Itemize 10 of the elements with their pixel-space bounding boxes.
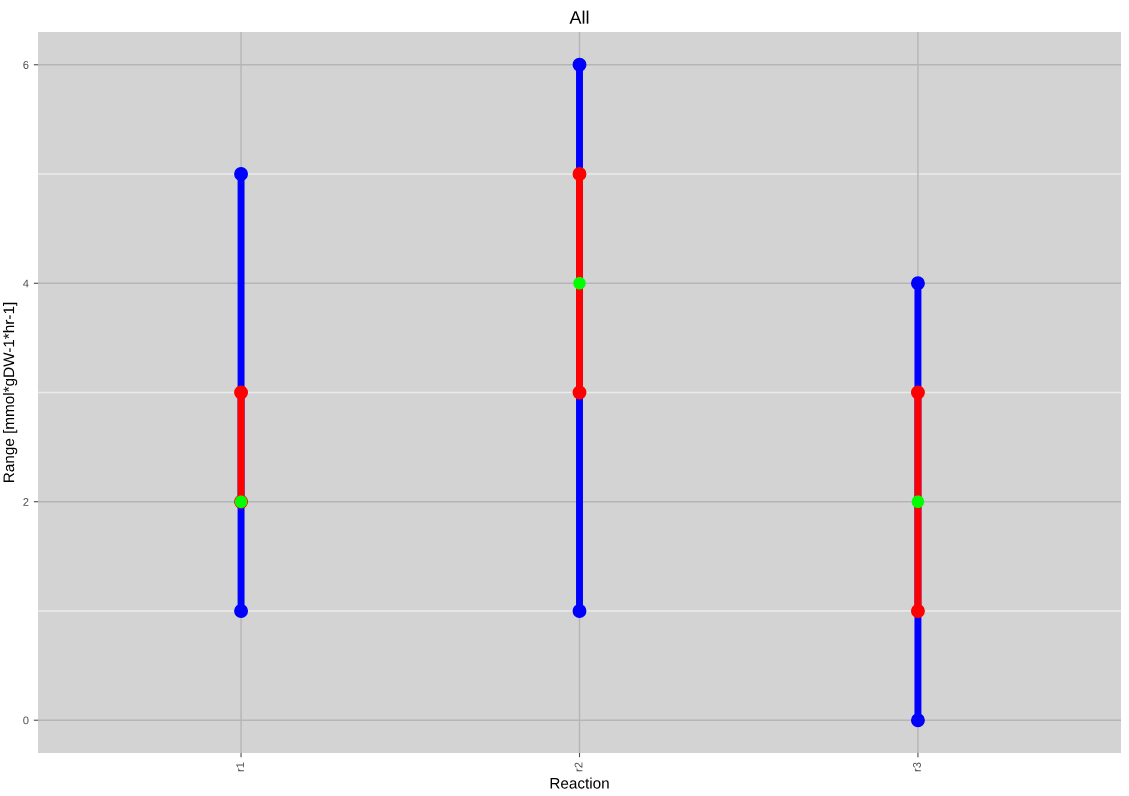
y-tick-label: 2 [23, 498, 29, 506]
y-tick-label: 4 [23, 279, 29, 288]
x-axis-title: Reaction [550, 777, 609, 789]
y-tick-label: 0 [23, 716, 29, 725]
x-tick-label: r3 [913, 762, 921, 772]
y-tick-label: 6 [23, 61, 29, 69]
chart-title: All [569, 10, 589, 24]
x-tick-label: r1 [236, 762, 244, 772]
x-tick-label: r2 [574, 762, 583, 772]
y-axis-title: Range [mmol*gDW-1*hr-1] [3, 302, 18, 482]
